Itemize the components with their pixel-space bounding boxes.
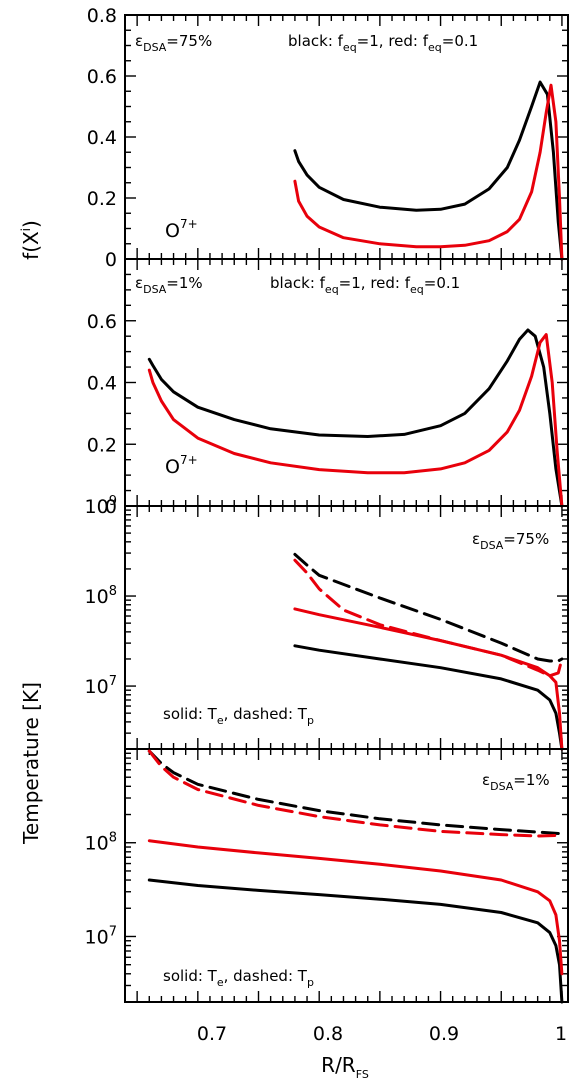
y-tick-label-10e8: 108: [85, 584, 117, 608]
y-tick-label-exponent: 8: [109, 584, 117, 599]
x-tick-label-0.7: 0.7: [197, 1023, 227, 1045]
y-axis-title-f-main: f(X: [19, 231, 43, 260]
y-tick-label-exponent: 9: [109, 494, 117, 509]
panel-4-series-black-dashed: [147, 749, 564, 836]
panel-2-series-black-solid: [147, 328, 564, 508]
panel1-ion-label: O7+: [165, 217, 198, 242]
x-tick-labels: 0.7 0.8 0.9 1: [197, 1023, 567, 1045]
y-tick-label-0.6: 0.6: [87, 66, 117, 88]
y-tick-label-0: 0: [105, 249, 117, 271]
y-tick-label-10e7: 107: [85, 924, 117, 948]
panel4-te-sub: e: [217, 976, 224, 989]
panel2-eps-value: =1%: [166, 274, 202, 292]
y-tick-label-exponent: 8: [109, 831, 117, 846]
panel1-ion-sup: 7+: [180, 217, 198, 231]
panel-4-frame: [124, 748, 569, 1003]
panel2-color-legend: black: feq=1, red: feq=0.1: [270, 274, 460, 296]
y-tick-label-0.4: 0.4: [87, 127, 117, 149]
panel2-eq-sub-2: eq: [410, 283, 424, 296]
y-tick-label-base: 10: [85, 586, 109, 608]
panel4-eps-value: =1%: [513, 771, 549, 789]
y-tick-label-10e9: 109: [85, 494, 117, 518]
y-tick-label-0.2: 0.2: [87, 434, 117, 456]
panel3-line-legend: solid: Te, dashed: Tp: [163, 705, 314, 727]
panel3-eps-value: =75%: [503, 530, 549, 548]
panel1-ion-main: O: [165, 220, 180, 242]
y-tick-label-10e8: 108: [85, 831, 117, 855]
y-tick-label-base: 10: [85, 676, 109, 698]
panel2-ion-label: O7+: [165, 453, 198, 478]
panel4-tp-sub: p: [307, 976, 314, 989]
panel1-eps-value: =75%: [166, 32, 212, 50]
panel1-black-val: =1, red: f: [357, 32, 429, 50]
panel4-line-legend: solid: Te, dashed: Tp: [163, 967, 314, 989]
panel2-black-val: =1, red: f: [339, 274, 411, 292]
y-tick-label-exponent: 7: [109, 924, 117, 939]
panel2-ion-main: O: [165, 456, 180, 478]
panel2-eq-sub-1: eq: [325, 283, 339, 296]
panel1-red-val: =0.1: [442, 32, 478, 50]
panel-4-series-red-dashed: [147, 749, 564, 838]
y-tick-label-0.4: 0.4: [87, 373, 117, 395]
panel1-color-legend: black: feq=1, red: feq=0.1: [288, 32, 478, 54]
y-tick-label-0.6: 0.6: [87, 311, 117, 333]
panel-3-series-red-dashed: [293, 558, 564, 678]
panel4-eps-symbol: ε: [482, 771, 490, 789]
panel1-eps-label: εDSA=75%: [135, 32, 212, 54]
y-tick-label-base: 10: [85, 833, 109, 855]
y-axis-title-f-sup: i: [19, 228, 33, 231]
panel-3-series-black-solid: [293, 644, 564, 751]
panel4-eps-label: εDSA=1%: [482, 771, 550, 793]
panel4-eps-sub: DSA: [490, 780, 514, 793]
panel2-black-text: black: f: [270, 274, 326, 292]
y-tick-label-base: 10: [85, 926, 109, 948]
y-tick-label-0.2: 0.2: [87, 188, 117, 210]
panel2-ion-sup: 7+: [180, 453, 198, 467]
x-axis-title-sub: FS: [356, 1068, 369, 1081]
y-tick-label-exponent: 7: [109, 674, 117, 689]
panel3-solid-text: solid: T: [163, 705, 218, 723]
y-axis-title-f-end: ): [19, 220, 43, 228]
panel1-eq-sub-2: eq: [428, 41, 442, 54]
y-axis-title-temperature: Temperature [K]: [19, 682, 43, 845]
panel-3-series-black-dashed: [293, 552, 564, 663]
x-tick-label-0.8: 0.8: [313, 1023, 343, 1045]
x-axis-title-main: R/R: [321, 1053, 356, 1077]
panel-2-frame: [124, 258, 569, 507]
panel3-tp-sub: p: [307, 714, 314, 727]
panel1-eq-sub-1: eq: [343, 41, 357, 54]
panel3-eps-symbol: ε: [472, 530, 480, 548]
x-tick-label-1: 1: [555, 1023, 567, 1045]
panel-4-series-red-solid: [147, 839, 564, 976]
panel3-dashed-text: , dashed: T: [224, 705, 308, 723]
panel4-dashed-text: , dashed: T: [224, 967, 308, 985]
x-axis-title: R/RFS: [321, 1053, 369, 1081]
panel4-solid-text: solid: T: [163, 967, 218, 985]
panel-2-series-red-solid: [147, 333, 564, 508]
panel1-eps-sub: DSA: [143, 41, 167, 54]
panel2-eps-symbol: ε: [135, 274, 143, 292]
panel2-red-val: =0.1: [424, 274, 460, 292]
panel2-eps-sub: DSA: [143, 283, 167, 296]
panel3-eps-label: εDSA=75%: [472, 530, 549, 552]
y-tick-label-0.8: 0.8: [87, 5, 117, 27]
y-axis-title-f: f(Xi): [19, 220, 43, 260]
panel1-black-text: black: f: [288, 32, 344, 50]
y-tick-label-base: 10: [85, 496, 109, 518]
panel1-eps-symbol: ε: [135, 32, 143, 50]
panel-3-series-red-solid: [293, 607, 564, 751]
panel-4-series-black-solid: [147, 878, 564, 1004]
y-tick-label-10e7: 107: [85, 674, 117, 698]
panel-1-series-red-solid: [293, 83, 564, 261]
y-tick-label-0: 0: [105, 496, 117, 518]
panel3-te-sub: e: [217, 714, 224, 727]
panel3-eps-sub: DSA: [480, 539, 504, 552]
x-tick-label-0.9: 0.9: [429, 1023, 459, 1045]
panel2-eps-label: εDSA=1%: [135, 274, 203, 296]
